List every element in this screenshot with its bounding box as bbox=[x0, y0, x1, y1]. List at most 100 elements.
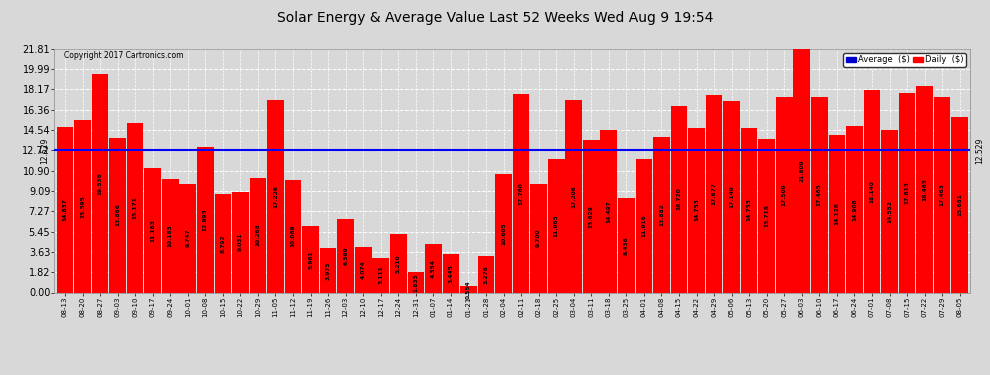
Text: 4.354: 4.354 bbox=[431, 259, 436, 278]
Text: 14.753: 14.753 bbox=[694, 199, 699, 222]
Bar bbox=[565, 100, 582, 292]
Text: 14.908: 14.908 bbox=[852, 198, 857, 220]
Text: 13.718: 13.718 bbox=[764, 204, 769, 227]
Bar bbox=[267, 100, 284, 292]
Bar bbox=[758, 139, 775, 292]
Bar bbox=[162, 178, 178, 292]
Text: 17.465: 17.465 bbox=[817, 183, 822, 206]
Text: 18.140: 18.140 bbox=[869, 180, 874, 203]
Bar bbox=[863, 90, 880, 292]
Text: 13.882: 13.882 bbox=[659, 204, 664, 226]
Text: 15.681: 15.681 bbox=[957, 194, 962, 216]
Bar bbox=[249, 178, 266, 292]
Text: 17.760: 17.760 bbox=[519, 182, 524, 205]
Text: 16.720: 16.720 bbox=[676, 188, 681, 210]
Bar bbox=[670, 106, 687, 292]
Text: 14.753: 14.753 bbox=[746, 199, 751, 222]
Bar bbox=[495, 174, 512, 292]
Text: 14.552: 14.552 bbox=[887, 200, 892, 223]
Text: 14.497: 14.497 bbox=[606, 200, 611, 223]
Bar bbox=[145, 168, 161, 292]
Text: 4.074: 4.074 bbox=[360, 260, 365, 279]
Bar bbox=[741, 128, 757, 292]
Text: 11.916: 11.916 bbox=[642, 214, 646, 237]
Text: 9.031: 9.031 bbox=[238, 233, 243, 251]
Bar bbox=[197, 147, 214, 292]
Bar bbox=[829, 135, 845, 292]
Text: 10.069: 10.069 bbox=[290, 225, 296, 248]
Text: 0.554: 0.554 bbox=[466, 280, 471, 299]
Bar bbox=[425, 244, 442, 292]
Text: 15.395: 15.395 bbox=[80, 195, 85, 218]
Text: 6.569: 6.569 bbox=[344, 246, 348, 265]
Text: 3.111: 3.111 bbox=[378, 266, 383, 285]
Text: 12.529: 12.529 bbox=[975, 137, 984, 164]
Text: 13.866: 13.866 bbox=[115, 204, 120, 226]
Text: 8.792: 8.792 bbox=[221, 234, 226, 253]
Legend: Average  ($), Daily  ($): Average ($), Daily ($) bbox=[843, 53, 966, 67]
Bar bbox=[583, 140, 600, 292]
Text: 14.126: 14.126 bbox=[835, 202, 840, 225]
Bar bbox=[285, 180, 301, 292]
Bar bbox=[934, 98, 950, 292]
Text: 17.509: 17.509 bbox=[782, 183, 787, 206]
Text: 19.536: 19.536 bbox=[98, 172, 103, 195]
Text: 14.837: 14.837 bbox=[62, 198, 67, 221]
Text: 11.965: 11.965 bbox=[553, 214, 558, 237]
Bar bbox=[127, 123, 144, 292]
Text: 17.206: 17.206 bbox=[571, 185, 576, 208]
Text: 21.809: 21.809 bbox=[799, 159, 804, 182]
Bar bbox=[706, 95, 723, 292]
Text: 17.149: 17.149 bbox=[729, 185, 735, 208]
Bar bbox=[513, 94, 530, 292]
Bar bbox=[179, 184, 196, 292]
Bar bbox=[601, 130, 617, 292]
Bar bbox=[881, 130, 898, 292]
Text: Copyright 2017 Cartronics.com: Copyright 2017 Cartronics.com bbox=[63, 51, 183, 60]
Bar bbox=[688, 128, 705, 292]
Text: 3.445: 3.445 bbox=[448, 264, 453, 283]
Text: 13.629: 13.629 bbox=[589, 205, 594, 228]
Text: 17.226: 17.226 bbox=[273, 185, 278, 208]
Text: 17.813: 17.813 bbox=[905, 182, 910, 204]
Text: 12.993: 12.993 bbox=[203, 209, 208, 231]
Text: 10.268: 10.268 bbox=[255, 224, 260, 246]
Bar bbox=[320, 248, 337, 292]
Text: 3.276: 3.276 bbox=[483, 265, 488, 284]
Bar bbox=[917, 86, 933, 292]
Text: 17.463: 17.463 bbox=[940, 183, 944, 206]
Bar bbox=[354, 247, 371, 292]
Text: 18.463: 18.463 bbox=[922, 178, 927, 201]
Bar bbox=[215, 194, 232, 292]
Bar bbox=[724, 101, 740, 292]
Bar bbox=[776, 97, 793, 292]
Text: 10.185: 10.185 bbox=[167, 224, 172, 247]
Bar bbox=[302, 226, 319, 292]
Bar bbox=[951, 117, 968, 292]
Bar bbox=[232, 192, 248, 292]
Bar bbox=[460, 286, 477, 292]
Bar bbox=[636, 159, 652, 292]
Text: 12.529: 12.529 bbox=[41, 137, 50, 164]
Bar bbox=[390, 234, 407, 292]
Bar bbox=[56, 127, 73, 292]
Text: 8.436: 8.436 bbox=[624, 236, 629, 255]
Bar bbox=[443, 254, 459, 292]
Text: 9.747: 9.747 bbox=[185, 229, 190, 248]
Bar bbox=[793, 49, 810, 292]
Bar bbox=[846, 126, 862, 292]
Bar bbox=[478, 256, 494, 292]
Bar bbox=[899, 93, 916, 292]
Bar bbox=[109, 138, 126, 292]
Text: 1.835: 1.835 bbox=[414, 273, 419, 292]
Text: 11.163: 11.163 bbox=[150, 219, 155, 242]
Bar bbox=[338, 219, 354, 292]
Bar bbox=[408, 272, 424, 292]
Bar bbox=[618, 198, 635, 292]
Text: 17.677: 17.677 bbox=[712, 182, 717, 205]
Bar bbox=[653, 137, 670, 292]
Bar bbox=[74, 120, 91, 292]
Text: 9.700: 9.700 bbox=[537, 229, 542, 248]
Text: 15.171: 15.171 bbox=[133, 196, 138, 219]
Bar bbox=[531, 184, 546, 292]
